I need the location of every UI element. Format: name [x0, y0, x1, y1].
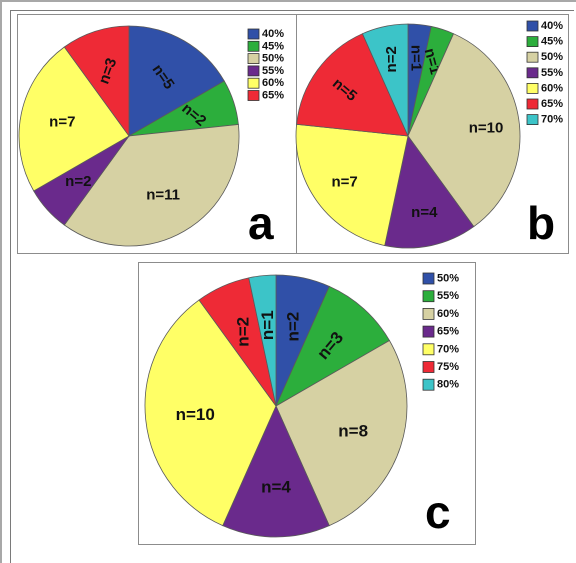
pie-a-slice-2	[63, 124, 240, 247]
pie-b-legend-swatch-1	[526, 36, 539, 48]
pie-b-legend-label-4: 60%	[541, 82, 563, 94]
pie-c-legend-swatch-6	[422, 378, 435, 391]
pie-c-legend-label-2: 60%	[437, 308, 459, 320]
pie-b-slice-label-6: n=2	[383, 46, 400, 72]
pie-b-slice-label-3: n=4	[411, 204, 438, 221]
pie-a-slice-label-2: n=11	[146, 187, 180, 204]
pie-c-legend-swatch-0	[422, 272, 435, 285]
pie-c-slice-1	[275, 285, 390, 407]
pie-a-legend-label-0: 40%	[262, 28, 284, 40]
panel-letter-a: a	[248, 197, 274, 249]
pie-b-legend-label-6: 70%	[541, 114, 563, 126]
pie-b-legend-label-1: 45%	[541, 36, 563, 48]
pie-c-slice-3	[222, 405, 330, 538]
pie-b-legend-swatch-5	[526, 98, 539, 110]
pie-b-slice-2	[407, 33, 521, 228]
pie-a-slice-label-4: n=7	[49, 113, 75, 130]
pie-chart-c: n=2n=3n=8n=4n=10n=2 n=150%55%60%65%70%75%…	[144, 272, 459, 538]
pie-c-slice-label-6: n=1	[258, 310, 277, 340]
pie-b-legend-label-2: 50%	[541, 51, 563, 63]
pie-a-slice-4	[18, 46, 130, 192]
pie-chart-b: n=1n=1n=10n=4n=7n=5n=240%45%50%55%60%65%…	[295, 20, 563, 249]
pie-b-slice-label-4: n=7	[331, 174, 357, 191]
pie-b-slice-label-0: n=1	[408, 45, 425, 71]
panel-letter-c: c	[425, 486, 451, 538]
pie-b-slice-4	[295, 123, 409, 247]
pie-c-slice-label-2: n=8	[338, 422, 368, 441]
pie-c-legend-label-3: 65%	[437, 326, 459, 338]
pie-a-legend-label-4: 60%	[262, 77, 284, 89]
panel-letter-b: b	[527, 197, 555, 249]
pie-c-slice-label-4: n=10	[176, 405, 215, 424]
pie-a-slice-5	[63, 25, 130, 138]
pie-a-legend-swatch-0	[247, 28, 260, 40]
figure-frame	[10, 10, 574, 563]
pie-b-legend-label-3: 55%	[541, 67, 563, 79]
pie-c-slice-6	[248, 274, 277, 407]
pie-a-legend-label-1: 45%	[262, 40, 284, 52]
pie-c-legend-swatch-4	[422, 343, 435, 356]
pie-a-slice-label-3: n=2	[65, 173, 91, 190]
pie-c-slice-label-5: n=2	[234, 317, 253, 347]
pie-a-legend-swatch-5	[247, 90, 260, 101]
frame-top-edge	[0, 0, 576, 2]
pie-a-slice-0	[128, 25, 225, 137]
pie-b-legend-swatch-2	[526, 51, 539, 63]
pie-b-slice-5	[296, 33, 409, 137]
pie-c-legend-swatch-3	[422, 325, 435, 338]
pie-b-legend-swatch-4	[526, 83, 539, 94]
pie-c-legend-label-4: 70%	[437, 343, 459, 355]
frame-left-edge	[0, 0, 2, 563]
pie-b-legend-swatch-6	[526, 114, 539, 125]
pie-b-legend-label-5: 65%	[541, 98, 563, 110]
pie-a-legend-label-2: 50%	[262, 53, 284, 65]
pie-a-legend-swatch-3	[247, 65, 260, 77]
pie-b-legend-swatch-3	[526, 67, 539, 79]
pie-c-legend-label-6: 80%	[437, 379, 459, 391]
pie-c-legend-swatch-2	[422, 308, 435, 320]
pie-panel-a: n=5 n=2 n=11 n=2 n=7 n=3 40% 45% 50% 55% 60% 65% a	[17, 14, 297, 254]
pie-a-legend-swatch-1	[247, 40, 260, 52]
pie-c-legend-swatch-5	[422, 361, 435, 373]
pie-panel-c: n=2 n=3 n=8 n=4 n=10 n=2 n=1 50% 55% 60% 65% 70% 75%…	[138, 262, 476, 545]
pie-b-slice-3	[384, 135, 475, 249]
pie-b-legend-swatch-0	[526, 20, 539, 32]
pie-c-slice-label-3: n=4	[261, 478, 291, 497]
pie-b-legend-label-0: 40%	[541, 20, 563, 32]
pie-c-legend-label-5: 75%	[437, 361, 459, 373]
pie-c-legend-label-1: 55%	[437, 290, 459, 302]
pie-c-legend-label-0: 50%	[437, 273, 459, 285]
pie-a-legend-swatch-4	[247, 77, 260, 89]
pie-b-slice-label-2: n=10	[469, 119, 504, 136]
pie-c-legend-swatch-1	[422, 290, 435, 303]
pie-a-legend-label-3: 55%	[262, 65, 284, 77]
pie-a-legend-label-5: 65%	[262, 90, 284, 102]
pie-c-slice-label-0: n=2	[283, 312, 302, 342]
pie-panel-b: n=1 n=1 n=10 n=4 n=7 n=5 n=2 40% 45% 50% 55% 60% 65%…	[295, 14, 569, 254]
pie-b-slice-6	[361, 23, 409, 137]
pie-a-legend-swatch-2	[247, 53, 260, 64]
pie-chart-a: n=5n=2n=11n=2n=7n=340%45%50%55%60%65%a	[18, 25, 284, 249]
pie-c-slice-4	[144, 299, 277, 527]
